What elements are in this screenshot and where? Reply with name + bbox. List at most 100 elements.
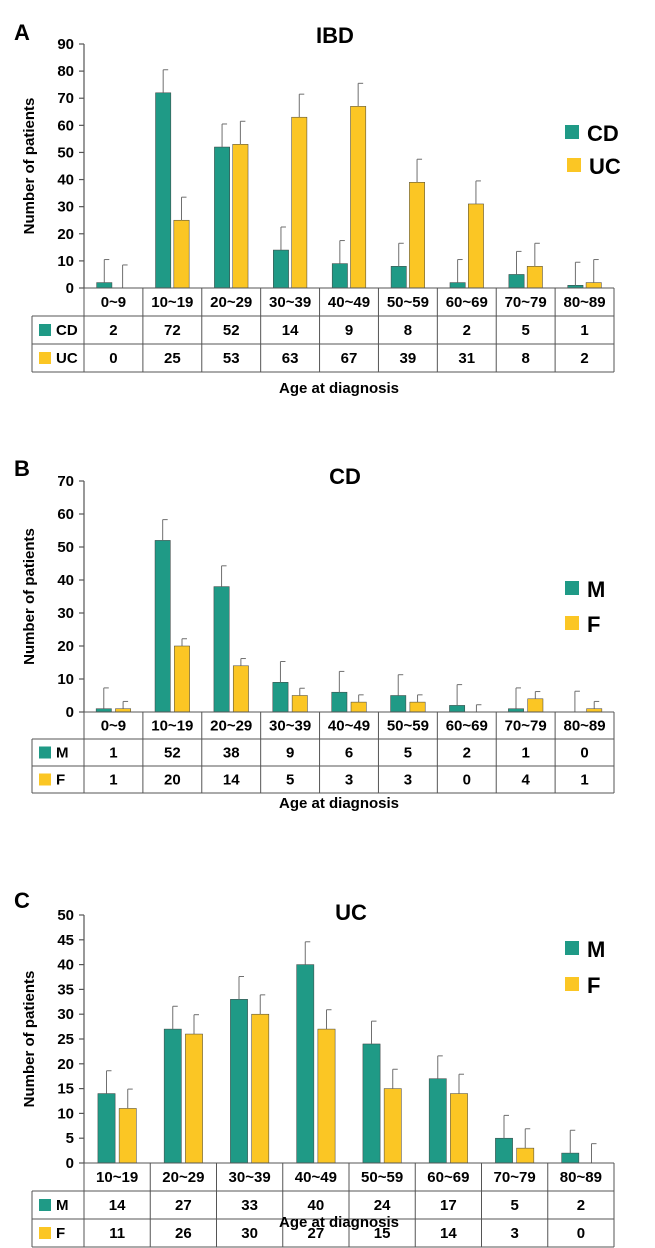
table-cell-value: 38 [223,745,240,762]
bar-m-40~49 [331,691,348,713]
table-row-label: F [56,772,65,789]
table-cell-value: 24 [374,1197,391,1214]
y-tick-label: 0 [66,704,74,721]
bar-uc-40~49 [350,106,367,289]
bar-m-50~59 [390,695,407,713]
panel-label: A [14,20,30,45]
y-tick-label: 90 [57,36,74,53]
table-cell-value: 17 [440,1197,457,1214]
bar-cd-20~29 [214,146,230,289]
x-axis-label: Age at diagnosis [279,795,399,812]
x-category-label: 20~29 [162,1169,204,1186]
y-tick-label: 60 [57,506,74,523]
bar-f-70~79 [527,698,544,713]
bar-f-30~39 [291,695,308,713]
x-category-label: 10~19 [151,294,193,311]
table-cell-value: 14 [440,1225,457,1242]
table-cell-value: 1 [109,745,117,762]
table-cell-value: 1 [109,772,117,789]
x-category-label: 50~59 [387,718,429,735]
table-cell-value: 8 [404,322,412,339]
table-cell-value: 9 [345,322,353,339]
table-cell-value: 30 [241,1225,258,1242]
y-tick-label: 70 [57,473,74,490]
bar-m-60~69 [428,1078,447,1164]
table-cell-value: 67 [341,350,358,367]
x-category-label: 30~39 [229,1169,271,1186]
table-cell-value: 27 [308,1225,325,1242]
bar-f-60~69 [450,1093,468,1164]
x-category-label: 60~69 [446,718,488,735]
table-cell-value: 8 [521,350,529,367]
table-cell-value: 0 [580,745,588,762]
table-cell-value: 2 [580,350,588,367]
y-tick-label: 10 [57,253,74,270]
bar-f-50~59 [409,701,426,713]
legend-swatch-m [565,941,579,955]
table-cell-value: 52 [223,322,240,339]
bar-uc-20~29 [232,144,249,289]
table-cell-value: 63 [282,350,299,367]
bar-f-40~49 [350,701,367,713]
y-tick-label: 0 [66,1155,74,1172]
chart-title: IBD [316,23,354,48]
y-tick-label: 20 [57,1056,74,1073]
table-cell-value: 39 [400,350,417,367]
y-tick-label: 80 [57,63,74,80]
table-cell-value: 5 [286,772,294,789]
bar-cd-0~9 [96,282,113,289]
x-category-label: 20~29 [210,294,252,311]
table-row-swatch [39,746,51,759]
table-cell-value: 53 [223,350,240,367]
x-category-label: 60~69 [446,294,488,311]
x-axis-label: Age at diagnosis [279,380,399,397]
x-category-label: 50~59 [387,294,429,311]
bar-m-20~29 [163,1028,182,1164]
table-cell-value: 0 [577,1225,585,1242]
bar-f-20~29 [185,1033,203,1164]
table-cell-value: 3 [510,1225,518,1242]
bar-cd-40~49 [331,263,348,289]
x-category-label: 30~39 [269,718,311,735]
bar-m-70~79 [495,1137,513,1164]
table-cell-value: 5 [510,1197,518,1214]
table-row-label: M [56,1197,69,1214]
table-cell-value: 4 [521,772,530,789]
table-row-label: UC [56,350,78,367]
table-cell-value: 2 [109,322,117,339]
legend-swatch-f [565,616,579,630]
legend-label-uc: UC [589,154,621,179]
legend-label-m: M [587,577,605,602]
x-category-label: 80~89 [563,718,605,735]
legend-label-f: F [587,612,600,637]
x-category-label: 20~29 [210,718,252,735]
table-row-swatch [39,324,51,336]
table-row-swatch [39,1227,51,1239]
y-tick-label: 5 [66,1130,74,1147]
table-cell-value: 3 [345,772,353,789]
y-tick-label: 50 [57,539,74,556]
y-tick-label: 30 [57,1006,74,1023]
table-cell-value: 1 [521,745,529,762]
y-axis-label: Number of patients [21,971,38,1108]
table-cell-value: 5 [521,322,529,339]
table-cell-value: 2 [463,745,471,762]
table-cell-value: 1 [580,772,588,789]
x-category-label: 70~79 [505,718,547,735]
y-tick-label: 25 [57,1031,74,1048]
legend-swatch-uc [567,158,581,172]
table-cell-value: 11 [109,1225,125,1242]
bar-m-10~19 [154,540,171,713]
y-tick-label: 20 [57,638,74,655]
y-tick-label: 20 [57,226,74,243]
table-row-label: M [56,745,69,762]
table-cell-value: 33 [241,1197,258,1214]
table-cell-value: 26 [175,1225,192,1242]
legend-swatch-f [565,977,579,991]
table-cell-value: 14 [223,772,240,789]
bar-m-30~39 [272,682,289,713]
bar-uc-50~59 [409,182,425,289]
x-category-label: 0~9 [101,718,126,735]
table-row-label: F [56,1225,65,1242]
